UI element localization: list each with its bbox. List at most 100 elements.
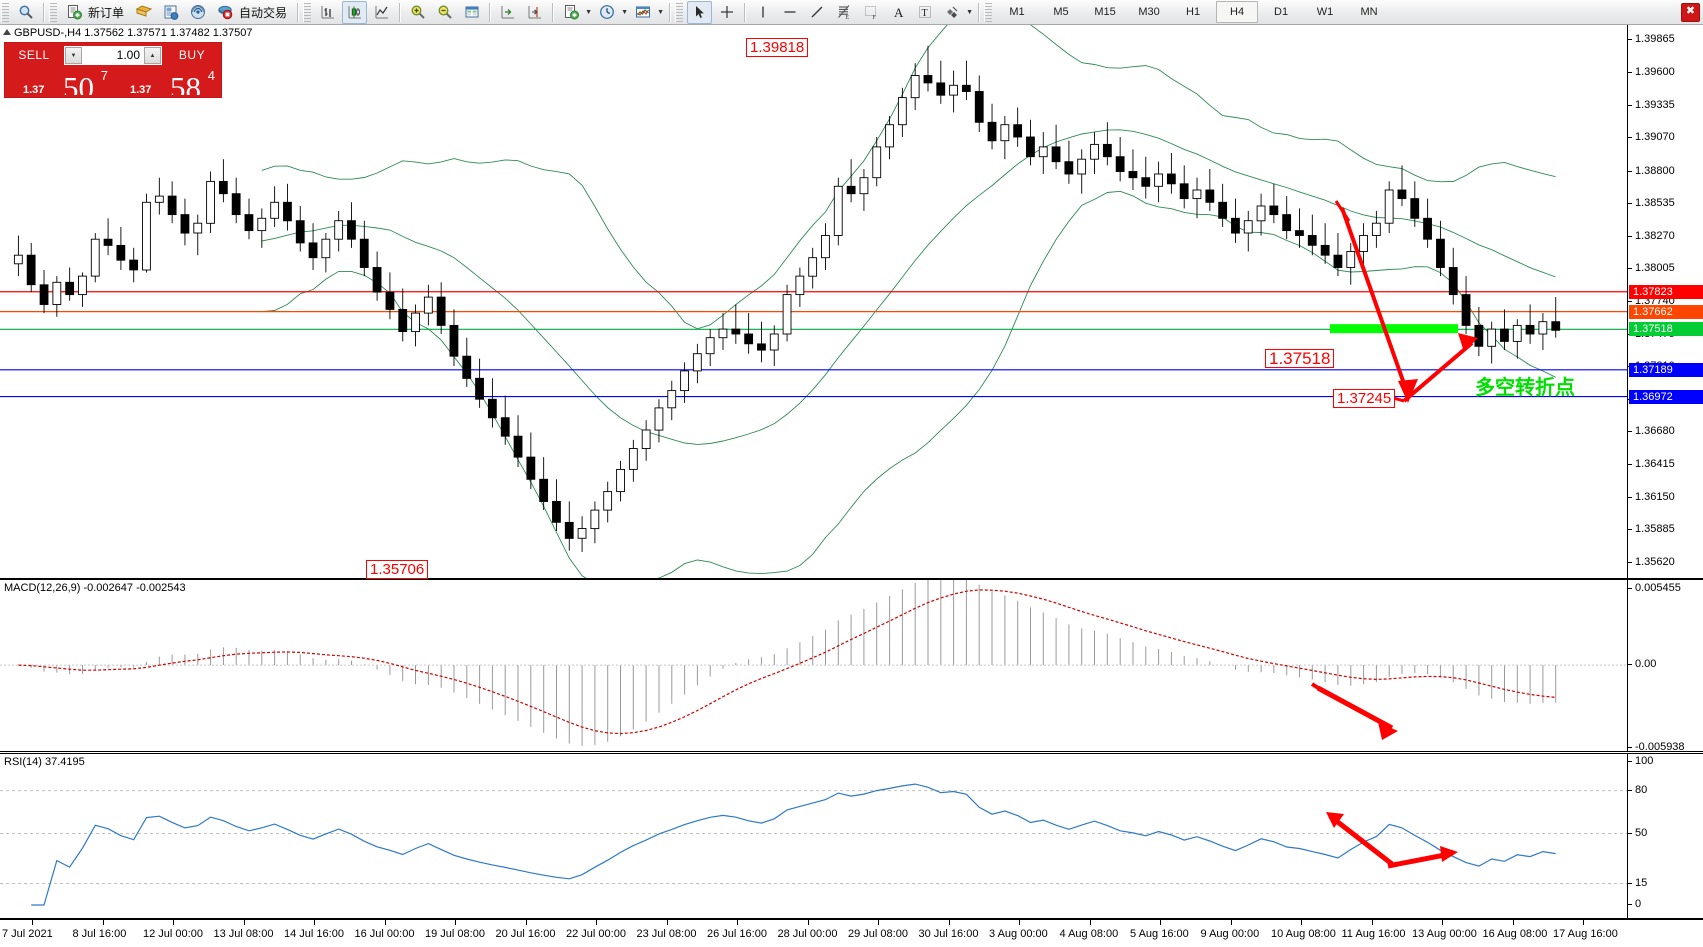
price-tick-label: 1.36150	[1635, 490, 1675, 503]
templates-dropdown-arrow[interactable]: ▼	[585, 8, 592, 16]
time-tick-label: 5 Aug 16:00	[1130, 928, 1189, 940]
blue-level-label-2[interactable]: 1.36972	[1629, 389, 1703, 404]
bar-chart-icon[interactable]	[315, 1, 340, 24]
period-dropdown-arrow[interactable]: ▼	[621, 8, 628, 16]
chart-window: GBPUSD-,H4 1.37562 1.37571 1.37482 1.375…	[0, 25, 1703, 947]
magnifier-icon[interactable]	[13, 1, 38, 24]
toolbar-grip-4[interactable]	[675, 2, 684, 22]
time-tick-label: 22 Jul 00:00	[566, 928, 626, 940]
candlestick-icon[interactable]	[342, 0, 368, 24]
fibonacci-icon[interactable]: E	[831, 1, 856, 24]
channel-icon[interactable]: F	[858, 1, 883, 24]
objects-button[interactable]: ▼	[938, 2, 974, 23]
time-tick	[1442, 920, 1443, 925]
toolbar-grip-3[interactable]	[303, 2, 312, 22]
rsi-plot-area[interactable]	[0, 754, 1627, 918]
templates-button[interactable]: ▼	[557, 2, 593, 23]
new-order-button[interactable]: 新订单	[60, 2, 130, 23]
time-axis[interactable]: 7 Jul 2021 8 Jul 16:00 12 Jul 00:00 13 Jul …	[0, 919, 1703, 947]
timeframe-w1[interactable]: W1	[1316, 6, 1334, 18]
folder-icon[interactable]	[131, 1, 156, 24]
cursor-icon[interactable]	[687, 0, 713, 24]
macd-canvas	[0, 580, 1627, 746]
zoom-out-icon[interactable]	[432, 1, 457, 24]
indicators-dropdown-arrow[interactable]: ▼	[657, 8, 664, 16]
volume-value[interactable]: 1.00	[116, 48, 140, 62]
signal-icon[interactable]	[185, 1, 210, 24]
time-tick-label: 26 Jul 16:00	[707, 928, 767, 940]
toolbar-separator-7	[744, 2, 746, 22]
buy-price-big: 58	[170, 70, 201, 95]
trendline-icon[interactable]	[804, 1, 829, 24]
toolbar-grip-1[interactable]	[1, 2, 9, 22]
price-tick-label: 1.35620	[1635, 555, 1675, 568]
blue-level-label-1[interactable]: 1.37189	[1629, 362, 1703, 377]
timeframe-mn[interactable]: MN	[1360, 6, 1378, 18]
timeframe-m5[interactable]: M5	[1053, 6, 1069, 18]
chart-collapse-icon[interactable]	[3, 29, 11, 35]
buy-button[interactable]: BUY	[166, 46, 218, 65]
timeframe-d1[interactable]: D1	[1274, 6, 1289, 18]
sell-button[interactable]: SELL	[8, 46, 60, 65]
time-tick-label: 20 Jul 16:00	[495, 928, 556, 940]
price-tick-label: 1.39070	[1635, 131, 1675, 144]
toolbar-grip-5[interactable]	[984, 2, 993, 22]
text-label-icon[interactable]: T	[912, 1, 937, 24]
objects-dropdown-arrow[interactable]: ▼	[966, 8, 973, 16]
buy-price[interactable]: 1.37 58 4	[114, 66, 219, 95]
time-tick-label: 13 Aug 00:00	[1412, 928, 1477, 940]
period-button[interactable]: ▼	[593, 2, 629, 23]
time-tick-label: 4 Aug 08:00	[1059, 928, 1119, 940]
price-tick-label: 1.35885	[1635, 523, 1675, 536]
one-click-trading-panel[interactable]: SELL ▼ 1.00 ▲ BUY 1.37 50 7 1.37 58 4	[4, 42, 222, 98]
macd-tick-label: -0.005938	[1635, 740, 1685, 753]
macd-plot-area[interactable]	[0, 580, 1627, 751]
time-tick-label: 29 Jul 08:00	[848, 928, 908, 940]
objects-icon[interactable]	[939, 1, 964, 24]
timeframe-h1[interactable]: H1	[1186, 6, 1201, 18]
price-tick-label: 1.39865	[1635, 33, 1675, 46]
auto-scroll-icon[interactable]	[522, 1, 547, 24]
volume-increase-button[interactable]: ▲	[144, 47, 161, 64]
price-tick-label: 1.38270	[1635, 229, 1675, 242]
time-tick	[1301, 920, 1302, 925]
crosshair-icon[interactable]	[714, 1, 739, 24]
green-level-label[interactable]: 1.37518	[1629, 322, 1703, 337]
timeframe-m1[interactable]: M1	[1009, 6, 1025, 18]
svg-text:T: T	[921, 8, 927, 19]
autotrade-button[interactable]: 自动交易	[211, 2, 293, 23]
oct-prices-row: 1.37 50 7 1.37 58 4	[5, 66, 221, 97]
time-tick	[173, 920, 174, 925]
sell-price[interactable]: 1.37 50 7	[7, 66, 112, 95]
new-order-icon[interactable]	[61, 1, 86, 24]
timeframe-m30[interactable]: M30	[1138, 6, 1160, 18]
price-plot-area[interactable]	[0, 25, 1627, 578]
time-tick-label: 13 Jul 08:00	[213, 928, 274, 940]
zoom-in-icon[interactable]	[405, 1, 430, 24]
time-tick-label: 17 Aug 16:00	[1553, 928, 1618, 940]
red-level-label[interactable]: 1.37823	[1629, 284, 1703, 299]
text-icon[interactable]: A	[885, 1, 910, 24]
period-icon[interactable]	[594, 1, 619, 24]
volume-decrease-button[interactable]: ▼	[65, 47, 82, 64]
orange-level-label[interactable]: 1.37662	[1629, 304, 1703, 319]
toolbar-grip-2[interactable]	[49, 2, 57, 22]
volume-stepper[interactable]: ▼ 1.00 ▲	[64, 46, 162, 65]
swing-low-annotation: 1.35706	[366, 560, 429, 579]
indicators-button[interactable]: ▼	[629, 2, 665, 23]
shift-end-icon[interactable]	[495, 1, 520, 24]
news-icon[interactable]	[158, 1, 183, 24]
autotrade-icon[interactable]	[212, 1, 237, 24]
timeframe-m15[interactable]: M15	[1094, 6, 1116, 18]
symbol-ohlc-label: GBPUSD-,H4 1.37562 1.37571 1.37482 1.375…	[3, 27, 253, 39]
templates-icon[interactable]	[558, 1, 583, 24]
rsi-pane: RSI(14) 37.4195 100 80 50 15 0	[0, 753, 1703, 919]
horizontal-line-icon[interactable]	[777, 1, 802, 24]
grid-icon[interactable]	[459, 1, 484, 24]
timeframe-h4[interactable]: H4	[1216, 1, 1259, 23]
close-icon[interactable]: ✖	[1681, 2, 1700, 22]
price-axis[interactable]: 1.39865 1.39600 1.39335 1.39070 1.38800 1.385…	[1627, 25, 1703, 578]
line-chart-icon[interactable]	[369, 1, 394, 24]
indicators-icon[interactable]	[630, 1, 655, 24]
vertical-line-icon[interactable]	[750, 1, 775, 24]
